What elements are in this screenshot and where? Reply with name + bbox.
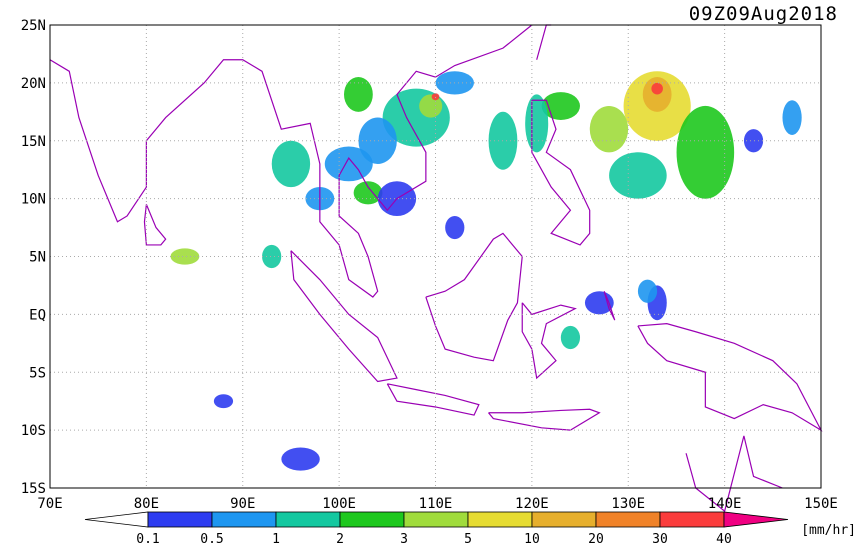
colorbar-label: 0.1 xyxy=(136,532,159,544)
lon-label: 120E xyxy=(515,496,549,512)
colorbar-label: 5 xyxy=(464,532,472,544)
colorbar-swatch xyxy=(595,511,661,528)
map-frame xyxy=(49,24,822,489)
rain-area xyxy=(344,77,373,112)
rain-area xyxy=(213,394,234,409)
colorbar-extend-low xyxy=(84,511,149,528)
colorbar-swatch xyxy=(275,511,341,528)
lat-label: 10S xyxy=(21,423,46,439)
rain-area xyxy=(782,100,802,135)
lat-label: 25N xyxy=(21,18,46,34)
colorbar-label: 10 xyxy=(524,532,540,544)
coastline xyxy=(290,250,398,383)
lon-label: 70E xyxy=(37,496,62,512)
lon-label: 80E xyxy=(134,496,159,512)
rain-area xyxy=(170,248,200,265)
coastline xyxy=(685,435,783,513)
coastline xyxy=(49,24,533,298)
colorbar-label: 3 xyxy=(400,532,408,544)
colorbar-swatch xyxy=(467,511,533,528)
coastline xyxy=(425,232,523,362)
rain-area xyxy=(589,105,629,153)
colorbar-label: 1 xyxy=(272,532,280,544)
colorbar-swatch xyxy=(531,511,597,528)
colorbar-swatch xyxy=(211,511,277,528)
lat-label: 5S xyxy=(29,365,46,381)
colorbar-swatch xyxy=(147,511,213,528)
lat-label: 5N xyxy=(29,250,46,266)
lat-label: 10N xyxy=(21,192,46,208)
rain-area xyxy=(609,152,667,199)
coastline xyxy=(536,24,552,60)
colorbar-label: 2 xyxy=(336,532,344,544)
lon-label: 150E xyxy=(804,496,838,512)
rain-area xyxy=(445,215,465,240)
rain-area xyxy=(358,117,397,164)
colorbar-extend-high xyxy=(723,511,789,528)
rain-area xyxy=(743,129,764,153)
rain-area xyxy=(676,105,735,199)
lat-label: 15S xyxy=(21,481,46,497)
colorbar-swatch xyxy=(339,511,405,528)
coastline xyxy=(488,408,601,431)
colorbar-label: 20 xyxy=(588,532,604,544)
colorbar-label: 30 xyxy=(652,532,668,544)
map-title: 09Z09Aug2018 xyxy=(689,3,838,25)
lon-label: 90E xyxy=(230,496,255,512)
colorbar-label: 0.5 xyxy=(200,532,223,544)
lon-label: 140E xyxy=(708,496,742,512)
rain-area xyxy=(651,82,663,95)
coastline xyxy=(531,99,591,246)
lat-label: 20N xyxy=(21,76,46,92)
rain-area xyxy=(353,181,383,205)
coastline xyxy=(143,204,167,246)
lat-label: EQ xyxy=(29,307,46,323)
rain-area xyxy=(281,447,320,471)
lon-label: 100E xyxy=(322,496,356,512)
rain-area xyxy=(560,325,581,350)
lat-label: 15N xyxy=(21,134,46,150)
lon-label: 110E xyxy=(419,496,453,512)
rain-area xyxy=(525,94,549,153)
rain-area xyxy=(262,244,282,269)
colorbar-swatch xyxy=(659,511,725,528)
lon-label: 130E xyxy=(611,496,645,512)
rain-area xyxy=(637,279,658,303)
coastline xyxy=(386,383,480,416)
colorbar-label: 40 xyxy=(716,532,732,544)
coastline xyxy=(521,302,577,380)
colorbar-unit: [mm/hr] xyxy=(801,523,856,538)
rain-area xyxy=(271,140,311,188)
rain-area xyxy=(419,94,443,118)
colorbar-swatch xyxy=(403,511,469,528)
coastline xyxy=(637,323,823,432)
rain-area xyxy=(324,146,373,182)
rain-area xyxy=(431,93,440,101)
coastline xyxy=(603,290,616,321)
